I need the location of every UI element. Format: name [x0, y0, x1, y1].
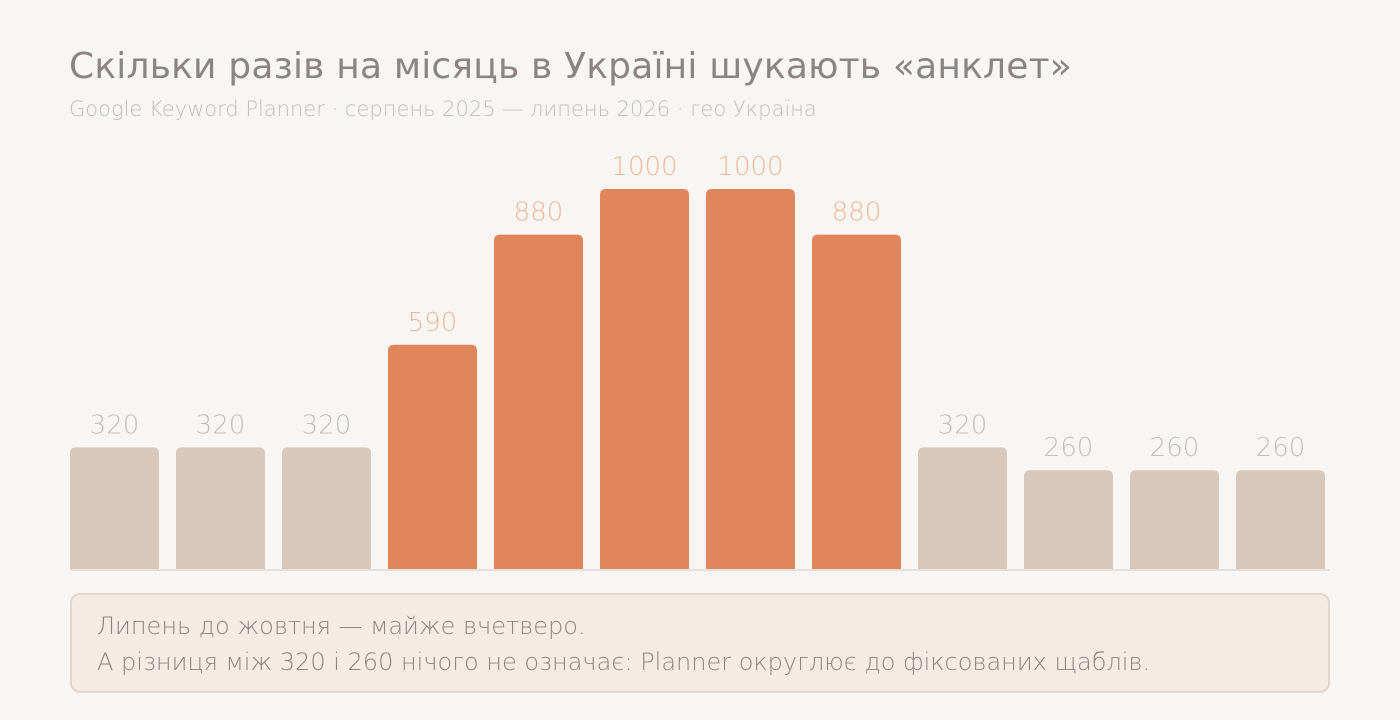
bar-value-label: 590: [408, 308, 458, 338]
bar-value-label: 880: [832, 198, 882, 228]
bar: [1236, 470, 1325, 569]
chart-subtitle: Google Keyword Planner · серпень 2025 — …: [69, 97, 817, 121]
bar: [176, 447, 265, 569]
bar-value-label: 260: [1150, 433, 1200, 463]
note-line-2: А різниця між 320 і 260 нічого не означа…: [97, 648, 1151, 676]
bar-value-label: 320: [938, 410, 988, 440]
bar-value-label: 260: [1044, 433, 1094, 463]
bar: [600, 189, 689, 569]
bar-value-label: 320: [90, 410, 140, 440]
bar: [918, 447, 1007, 569]
bar: [282, 447, 371, 569]
bar-value-label: 1000: [717, 152, 783, 182]
note-box: Липень до жовтня — майже вчетверо. А різ…: [70, 593, 1330, 693]
chart-title: Скільки разів на місяць в Україні шукают…: [69, 46, 1072, 87]
bar: [706, 189, 795, 569]
bar: [812, 234, 901, 569]
bar-value-label: 320: [302, 410, 352, 440]
bar-value-label: 320: [196, 410, 246, 440]
bar: [494, 234, 583, 569]
bar: [1024, 470, 1113, 569]
bar-value-label: 260: [1256, 433, 1306, 463]
bar: [1130, 470, 1219, 569]
note-line-1: Липень до жовтня — майже вчетверо.: [97, 612, 586, 640]
bar: [388, 344, 477, 569]
bar-value-label: 880: [514, 198, 564, 228]
bar-value-label: 1000: [611, 152, 677, 182]
bar: [70, 447, 159, 569]
